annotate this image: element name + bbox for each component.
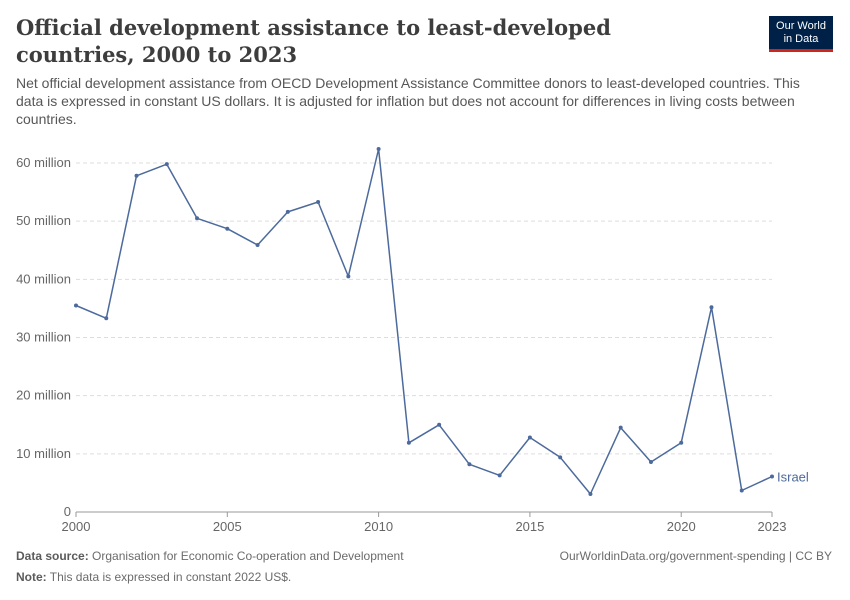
data-point — [467, 462, 472, 467]
data-point — [225, 226, 230, 231]
data-point — [316, 199, 321, 204]
data-point — [134, 173, 139, 178]
data-point — [709, 305, 714, 310]
y-tick-label: 30 million — [16, 330, 71, 345]
x-tick-label: 2000 — [62, 519, 91, 534]
data-point — [558, 455, 563, 460]
data-point — [104, 316, 109, 321]
data-point — [648, 459, 653, 464]
data-point — [618, 425, 623, 430]
data-point — [406, 440, 411, 445]
y-tick-label: 50 million — [16, 213, 71, 228]
data-point — [164, 162, 169, 167]
series-line-israel — [75, 148, 773, 495]
y-tick-label: 60 million — [16, 155, 71, 170]
data-source: Data source: Organisation for Economic C… — [16, 549, 404, 563]
y-tick-label: 10 million — [16, 446, 71, 461]
data-point — [770, 474, 774, 479]
data-point — [346, 274, 351, 279]
source-url-link[interactable]: OurWorldinData.org/government-spending |… — [559, 549, 832, 563]
chart-title: Official development assistance to least… — [16, 15, 611, 67]
x-tick-label: 2020 — [667, 519, 696, 534]
source-label: Data source: — [16, 549, 89, 563]
data-point — [255, 243, 260, 248]
series-label: Israel — [777, 470, 809, 485]
data-point — [588, 491, 593, 496]
x-tick-label: 2010 — [364, 519, 393, 534]
note-text: This data is expressed in constant 2022 … — [49, 570, 292, 584]
data-point — [285, 209, 290, 214]
data-point — [739, 488, 744, 493]
data-point — [376, 147, 381, 152]
data-point — [527, 435, 532, 440]
logo-line-1: Our World — [776, 20, 826, 32]
data-point — [74, 303, 78, 308]
chart-subtitle: Net official development assistance from… — [16, 75, 800, 127]
y-tick-label: 20 million — [16, 388, 71, 403]
x-tick-label: 2023 — [758, 519, 787, 534]
chart-note: Note: This data is expressed in constant… — [16, 570, 291, 584]
data-point — [195, 216, 200, 221]
owid-logo[interactable]: Our World in Data — [769, 16, 833, 52]
source-text[interactable]: Organisation for Economic Co-operation a… — [92, 549, 404, 563]
x-tick-label: 2005 — [213, 519, 242, 534]
data-point — [679, 440, 684, 445]
y-tick-label: 0 — [64, 504, 71, 519]
note-label: Note: — [16, 570, 47, 584]
data-point — [437, 422, 442, 427]
x-tick-label: 2015 — [515, 519, 544, 534]
logo-line-2: in Data — [783, 33, 819, 45]
data-point — [497, 473, 502, 478]
y-tick-label: 40 million — [16, 271, 71, 286]
